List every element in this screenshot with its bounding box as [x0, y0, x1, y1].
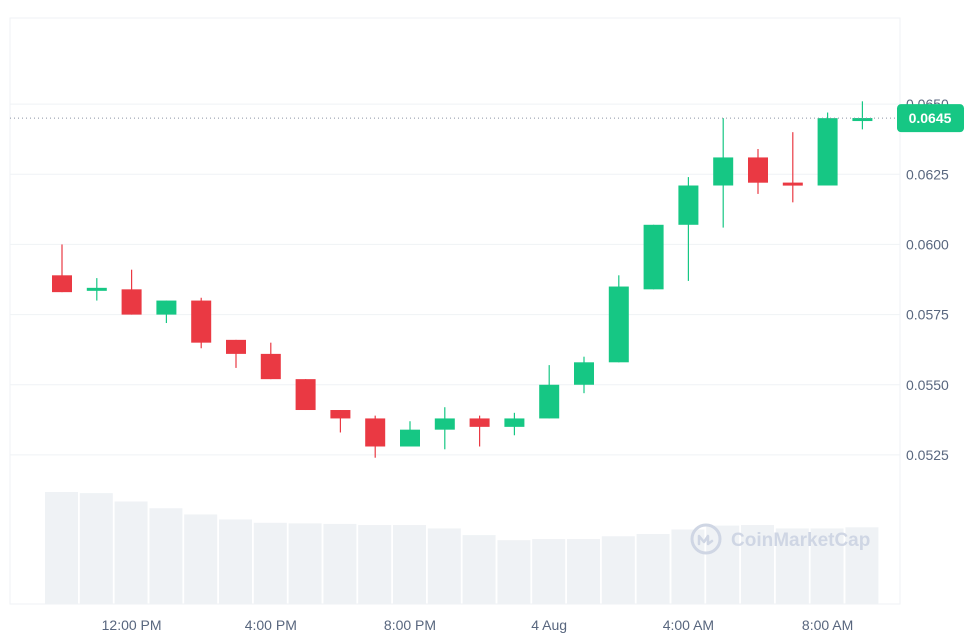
candle-body: [817, 118, 838, 186]
candle-body: [678, 185, 699, 225]
volume-bar: [601, 536, 635, 604]
volume-bar: [253, 522, 287, 604]
candle: [608, 275, 629, 363]
volume-bars: [45, 492, 879, 604]
candle-body: [156, 300, 177, 315]
candle-body: [574, 362, 594, 385]
candle: [469, 415, 490, 447]
volume-bar: [219, 519, 252, 604]
candle: [52, 244, 72, 293]
x-tick-label: 4:00 AM: [663, 617, 714, 633]
candle-body: [365, 418, 386, 447]
candle-body: [469, 418, 490, 427]
volume-bar: [45, 492, 78, 604]
volume-bar: [393, 525, 426, 604]
candle: [156, 300, 177, 324]
candle-body: [852, 118, 873, 122]
volume-bar: [323, 523, 357, 604]
candle: [226, 339, 246, 368]
candle: [817, 112, 838, 186]
candle: [574, 356, 594, 394]
volume-bar: [497, 540, 531, 604]
candle-body: [330, 410, 351, 419]
volume-bar: [462, 535, 496, 604]
candle-body: [748, 157, 768, 183]
candle: [852, 101, 873, 130]
volume-bar: [636, 534, 670, 604]
volume-bar: [358, 525, 392, 604]
candles: [52, 101, 873, 458]
volume-bar: [184, 514, 218, 604]
candle: [260, 342, 281, 380]
candle: [782, 132, 803, 203]
candle: [504, 412, 525, 436]
candle: [121, 269, 142, 315]
candle-body: [400, 429, 420, 447]
x-tick-label: 8:00 PM: [384, 617, 436, 633]
volume-bar: [149, 508, 183, 604]
volume-bar: [845, 527, 879, 604]
candle-body: [260, 353, 281, 380]
candle: [330, 410, 351, 433]
volume-bar: [810, 528, 844, 604]
candle-body: [608, 286, 629, 363]
y-tick-label: 0.0575: [906, 307, 949, 323]
current-price-badge: 0.0645: [897, 104, 964, 133]
volume-bar: [114, 501, 148, 604]
candle: [678, 177, 699, 281]
candle-body: [643, 224, 664, 290]
x-tick-label: 12:00 PM: [102, 617, 162, 633]
x-tick-label: 4:00 PM: [245, 617, 297, 633]
candle-body: [52, 275, 72, 293]
volume-bar: [79, 493, 113, 604]
volume-bar: [567, 539, 600, 604]
volume-bar: [288, 523, 322, 604]
candle-body: [226, 339, 246, 354]
candle-body: [782, 182, 803, 186]
candle-body: [434, 418, 455, 430]
y-tick-label: 0.0550: [906, 377, 949, 393]
candle-body: [191, 300, 212, 343]
candle: [86, 278, 107, 301]
candle: [434, 407, 455, 450]
volume-bar: [741, 525, 774, 604]
candle: [748, 149, 768, 194]
volume-bar: [775, 528, 809, 604]
candle-body: [86, 287, 107, 291]
candle: [539, 365, 560, 419]
candle: [191, 297, 212, 349]
candle: [713, 118, 734, 228]
current-price-label: 0.0645: [909, 110, 952, 126]
candle-body: [539, 384, 560, 419]
x-tick-label: 4 Aug: [531, 617, 567, 633]
volume-bar: [706, 525, 740, 604]
y-tick-label: 0.0525: [906, 447, 949, 463]
candle-body: [504, 418, 525, 427]
candle: [400, 421, 420, 447]
candle: [295, 379, 316, 411]
volume-bar: [427, 528, 461, 604]
volume-bar: [532, 539, 566, 604]
candle: [365, 415, 386, 458]
watermark-text: CoinMarketCap: [731, 530, 870, 551]
x-tick-label: 8:00 AM: [802, 617, 853, 633]
coinmarketcap-logo-icon: [690, 523, 722, 555]
y-tick-label: 0.0600: [906, 236, 949, 252]
candle-body: [295, 379, 316, 411]
candle: [643, 224, 664, 290]
candle-body: [713, 157, 734, 186]
coinmarketcap-watermark: CoinMarketCap: [690, 523, 870, 555]
candle-body: [121, 289, 142, 315]
y-tick-label: 0.0625: [906, 166, 949, 182]
x-axis: 12:00 PM 4:00 PM 8:00 PM 4 Aug 4:00 AM 8:00 A…: [102, 617, 854, 633]
current-price-badge-bg: [897, 104, 964, 133]
